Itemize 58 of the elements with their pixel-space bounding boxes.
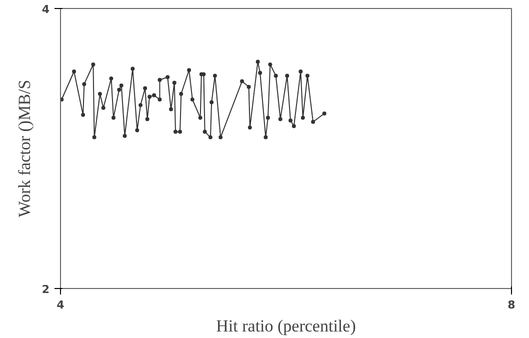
point	[168, 107, 173, 112]
point	[187, 68, 192, 72]
point	[322, 112, 326, 116]
point	[117, 88, 122, 92]
point	[143, 86, 148, 90]
point	[274, 74, 278, 78]
point	[268, 62, 272, 66]
point	[285, 74, 290, 78]
y-axis-title: Work factor ()MB/S	[14, 80, 34, 218]
point	[152, 93, 156, 98]
point	[240, 79, 244, 84]
point	[266, 116, 270, 120]
point	[311, 120, 316, 124]
point	[190, 98, 194, 102]
point	[98, 92, 102, 96]
point	[122, 134, 127, 138]
point	[179, 92, 184, 96]
y-tick-label: 2	[42, 283, 50, 296]
point	[178, 130, 182, 134]
x-axis-title: Hit ratio (percentile)	[216, 316, 356, 336]
point	[298, 70, 303, 74]
point	[158, 98, 162, 102]
point	[208, 135, 212, 140]
point	[135, 128, 140, 132]
point	[166, 75, 170, 80]
point	[119, 84, 124, 88]
point	[101, 106, 106, 110]
point	[148, 94, 152, 99]
point	[138, 103, 143, 108]
point	[202, 130, 207, 134]
point	[174, 130, 178, 134]
point	[111, 116, 116, 120]
point	[210, 100, 214, 104]
point	[81, 112, 86, 117]
point	[82, 82, 86, 86]
point	[60, 98, 64, 102]
point	[158, 78, 162, 82]
point	[212, 74, 217, 78]
point	[218, 135, 223, 140]
point	[288, 118, 293, 122]
point	[91, 62, 96, 66]
point	[109, 76, 114, 80]
point	[264, 135, 268, 140]
point	[172, 80, 176, 85]
point	[198, 116, 202, 120]
point	[278, 117, 282, 122]
point	[256, 60, 260, 64]
point	[145, 117, 150, 122]
point	[92, 135, 96, 140]
point	[258, 70, 262, 75]
point	[305, 74, 310, 78]
point	[72, 70, 76, 74]
point	[246, 84, 251, 89]
point	[248, 126, 252, 130]
point	[300, 116, 305, 120]
point	[292, 124, 296, 128]
x-tick-label: 8	[508, 298, 516, 312]
point	[130, 66, 135, 71]
